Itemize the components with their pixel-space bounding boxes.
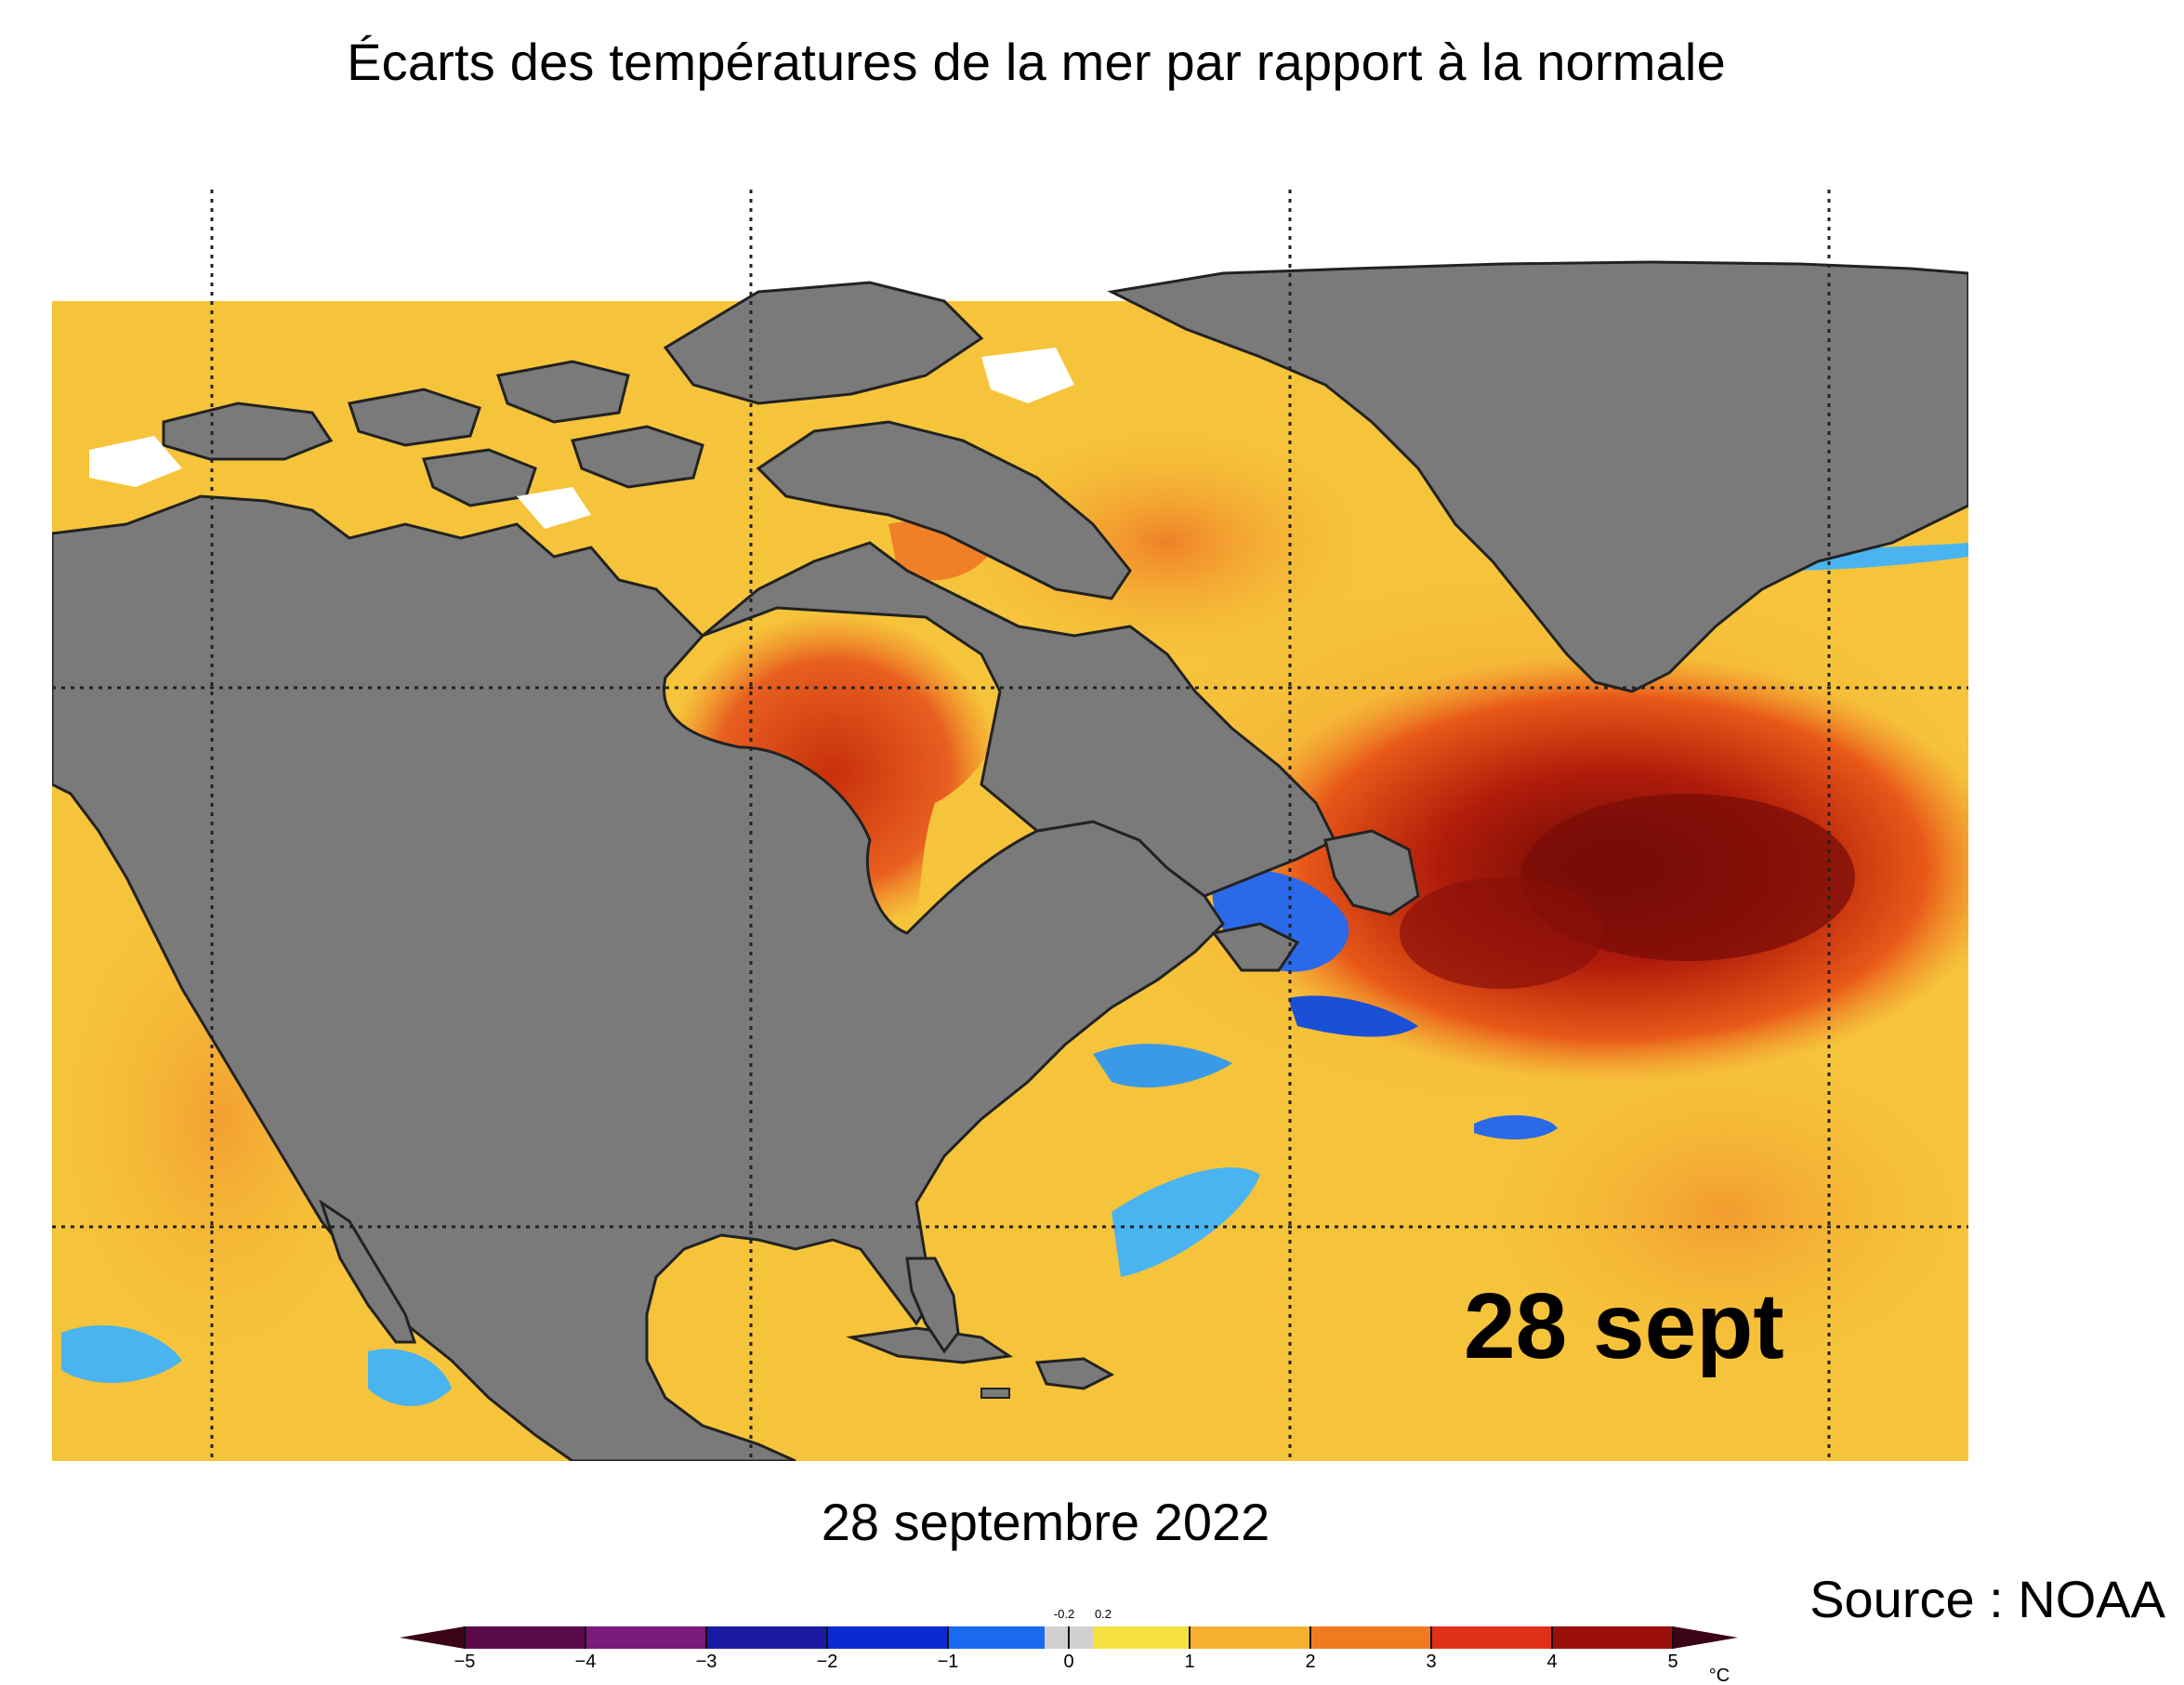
- colorbar-extend-high: [1673, 1626, 1738, 1649]
- colorbar-tick-label: 4: [1546, 1652, 1557, 1672]
- florida: [905, 1257, 960, 1354]
- jamaica: [980, 1388, 1010, 1399]
- newfoundland: [1323, 829, 1420, 916]
- colorbar-tick-label: −2: [817, 1652, 838, 1672]
- sst-anomaly-map: [52, 190, 1968, 1461]
- labrador-sea-warm: [944, 413, 1390, 673]
- colorbar-tick-label: 1: [1184, 1652, 1194, 1672]
- graticule: [52, 190, 1968, 1461]
- sea-ice-3: [517, 487, 591, 529]
- greenland: [1107, 260, 1968, 693]
- date-caption: 28 septembre 2022: [821, 1493, 1270, 1551]
- arctic-island-1: [162, 402, 334, 461]
- hispaniola: [1034, 1357, 1115, 1390]
- colorbar-bins: [465, 1626, 1673, 1649]
- colorbar-bin: [1190, 1626, 1310, 1649]
- nova-scotia: [1211, 922, 1300, 972]
- arctic-island-4: [571, 425, 704, 489]
- colorbar-bin: [1431, 1626, 1552, 1649]
- colorbar-bin: [948, 1626, 1045, 1649]
- map-canvas: [52, 190, 1968, 1461]
- source-label: Source : NOAA: [1809, 1570, 2165, 1628]
- scotian-shelf-cold: [1288, 995, 1418, 1037]
- colorbar-tick-label: −1: [938, 1652, 959, 1672]
- hotspot-core: [1520, 794, 1855, 961]
- sea-ice-2: [981, 348, 1074, 403]
- colorbar-unit: °C: [1709, 1665, 1730, 1685]
- colorbar-bin: [1552, 1626, 1673, 1649]
- subtropical-warm: [1446, 1026, 1968, 1398]
- colorbar-small-label-neg: -0.2: [1054, 1607, 1074, 1621]
- east-greenland-cold: [1771, 543, 1968, 571]
- subtropical-cold: [1112, 1167, 1260, 1277]
- colorbar-tick-label: 3: [1426, 1652, 1436, 1672]
- colorbar-ticks: −5 −4 −3 −2 −1 0 1 2 3 4 5: [454, 1626, 1678, 1672]
- baffin-island: [756, 420, 1132, 600]
- ellesmere-island: [663, 281, 984, 405]
- mexico-pacific-cold: [368, 1349, 452, 1406]
- colorbar-bin: [706, 1626, 827, 1649]
- sea-ice-1: [89, 436, 182, 487]
- colorbar-bin: [585, 1626, 706, 1649]
- colorbar-bin: [465, 1626, 585, 1649]
- colorbar-bin: [1310, 1626, 1431, 1649]
- arctic-island-2: [348, 388, 481, 447]
- colorbar-small-label-pos: 0.2: [1095, 1607, 1112, 1621]
- hudson-bay: [664, 612, 1002, 933]
- colorbar-tick-label: −5: [454, 1652, 476, 1672]
- gulf-stream-cold: [1093, 1044, 1232, 1088]
- colorbar-bin: [827, 1626, 948, 1649]
- colorbar-bin: [1093, 1626, 1190, 1649]
- arctic-island-3: [496, 360, 630, 424]
- colorbar-tick-label: 2: [1305, 1652, 1315, 1672]
- colorbar-tick-label: −4: [575, 1652, 597, 1672]
- pacific-cold: [61, 1324, 182, 1383]
- gulf-stream-cold-2: [1474, 1114, 1558, 1139]
- colorbar-tick-label: 5: [1667, 1652, 1677, 1672]
- colorbar-extend-low: [400, 1626, 465, 1649]
- colorbar-tick-label: 0: [1063, 1652, 1073, 1672]
- page-title: Écarts des températures de la mer par ra…: [347, 33, 1726, 91]
- map-date-overlay: 28 sept: [1464, 1274, 1784, 1378]
- cuba: [846, 1326, 1014, 1364]
- colorbar: −5 −4 −3 −2 −1 0 1 2 3 4 5 -0.2 0.2 °C: [400, 1607, 1738, 1685]
- baja-california: [319, 1199, 417, 1344]
- hotspot-core-2: [1400, 877, 1604, 989]
- colorbar-tick-label: −3: [696, 1652, 717, 1672]
